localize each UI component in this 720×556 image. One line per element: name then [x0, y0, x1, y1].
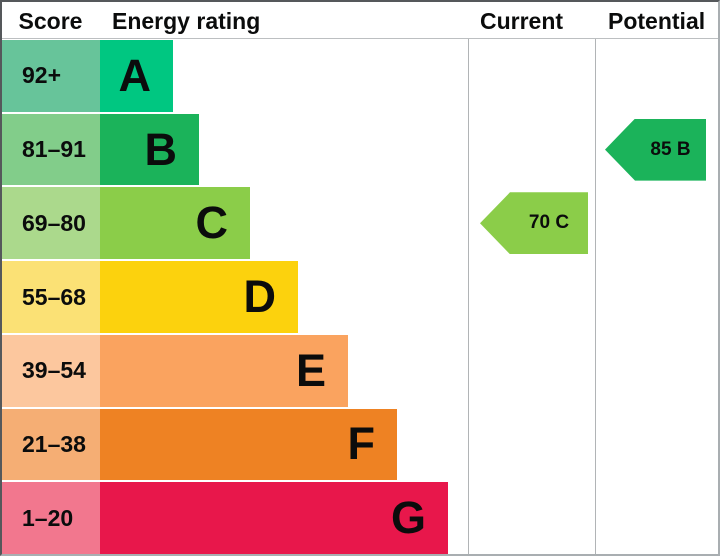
band-row-g: 1–20 G	[2, 482, 718, 554]
potential-rating-label: 85 B	[650, 138, 691, 160]
band-bar-g: G	[100, 482, 448, 554]
potential-column-divider	[595, 2, 596, 554]
band-row-e: 39–54 E	[2, 334, 718, 407]
score-range-c: 69–80	[2, 187, 100, 260]
header-potential: Potential	[608, 8, 706, 34]
band-bar-b: B	[100, 113, 199, 186]
current-rating-label: 70 C	[528, 212, 570, 234]
band-row-c: 69–80 C	[2, 187, 718, 260]
score-range-d: 55–68	[2, 261, 100, 333]
band-row-f: 21–38 F	[2, 408, 718, 481]
score-range-f: 21–38	[2, 408, 100, 481]
band-bar-f: F	[100, 408, 397, 481]
energy-band-rows: 92+ A 81–91 B 69–80 C 55–68 D 39–54 E 21–38 F 1–20 G	[2, 40, 718, 554]
band-bar-c: C	[100, 187, 250, 260]
current-column-divider	[468, 2, 469, 554]
band-row-d: 55–68 D	[2, 261, 718, 333]
band-row-a: 92+ A	[2, 40, 718, 112]
header-energy-rating: Energy rating	[112, 8, 261, 34]
score-range-b: 81–91	[2, 113, 100, 186]
score-range-e: 39–54	[2, 334, 100, 407]
band-bar-a: A	[100, 40, 173, 112]
score-range-g: 1–20	[2, 482, 100, 554]
band-bar-e: E	[100, 334, 348, 407]
header-current: Current	[480, 8, 564, 34]
score-range-a: 92+	[2, 40, 100, 112]
chart-header: Score Energy rating Current Potential	[2, 2, 718, 39]
header-score: Score	[18, 8, 83, 34]
band-bar-d: D	[100, 261, 298, 333]
band-row-b: 81–91 B	[2, 113, 718, 186]
